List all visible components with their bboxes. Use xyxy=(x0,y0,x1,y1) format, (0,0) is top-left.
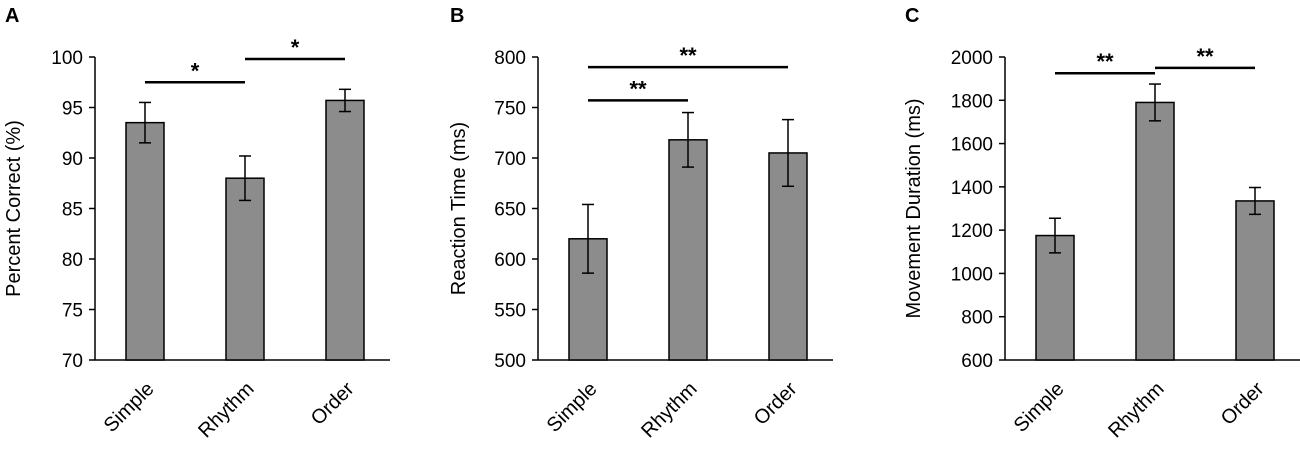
y-tick-label: 90 xyxy=(62,149,83,170)
y-tick-label: 85 xyxy=(62,200,83,221)
y-tick-label: 500 xyxy=(494,351,526,372)
bar xyxy=(1235,200,1275,361)
significance-label: ** xyxy=(679,43,697,68)
y-tick-label: 750 xyxy=(494,99,526,120)
y-tick-label: 700 xyxy=(494,149,526,170)
panel-letter: C xyxy=(905,5,919,27)
category-label: Rhythm xyxy=(194,378,258,442)
category-label: Simple xyxy=(100,378,159,437)
y-axis-label: Reaction Time (ms) xyxy=(448,122,470,295)
y-tick-label: 2000 xyxy=(951,48,993,69)
bar xyxy=(1035,234,1075,361)
y-tick-label: 95 xyxy=(62,99,83,120)
y-tick-label: 80 xyxy=(62,250,83,271)
bar xyxy=(325,99,365,361)
significance-label: * xyxy=(191,58,200,83)
significance-label: ** xyxy=(1196,44,1214,69)
y-axis-label: Percent Correct (%) xyxy=(3,120,25,297)
y-tick-label: 600 xyxy=(961,351,993,372)
y-tick-label: 650 xyxy=(494,200,526,221)
bar xyxy=(225,177,265,361)
y-tick-label: 1200 xyxy=(951,221,993,242)
significance-label: * xyxy=(291,35,300,60)
bar xyxy=(125,121,165,361)
y-tick-label: 550 xyxy=(494,301,526,322)
y-tick-label: 1400 xyxy=(951,178,993,199)
category-label: Order xyxy=(307,378,359,430)
panel-letter: A xyxy=(5,5,19,27)
significance-label: ** xyxy=(1096,49,1114,74)
y-tick-label: 600 xyxy=(494,250,526,271)
bar xyxy=(1135,101,1175,361)
y-tick-label: 75 xyxy=(62,301,83,322)
y-tick-label: 1600 xyxy=(951,135,993,156)
significance-label: ** xyxy=(629,76,647,101)
category-label: Rhythm xyxy=(1104,378,1168,442)
category-label: Rhythm xyxy=(637,378,701,442)
y-tick-label: 1800 xyxy=(951,91,993,112)
y-tick-label: 70 xyxy=(62,351,83,372)
category-label: Simple xyxy=(543,378,602,437)
category-label: Order xyxy=(750,378,802,430)
y-tick-label: 100 xyxy=(51,48,83,69)
bar xyxy=(668,139,708,361)
category-label: Order xyxy=(1217,378,1269,430)
y-tick-label: 800 xyxy=(494,48,526,69)
category-label: Simple xyxy=(1010,378,1069,437)
bar xyxy=(768,152,808,361)
y-tick-label: 1000 xyxy=(951,264,993,285)
y-tick-label: 800 xyxy=(961,308,993,329)
y-axis-label: Movement Duration (ms) xyxy=(903,98,925,318)
panel-letter: B xyxy=(450,5,464,27)
